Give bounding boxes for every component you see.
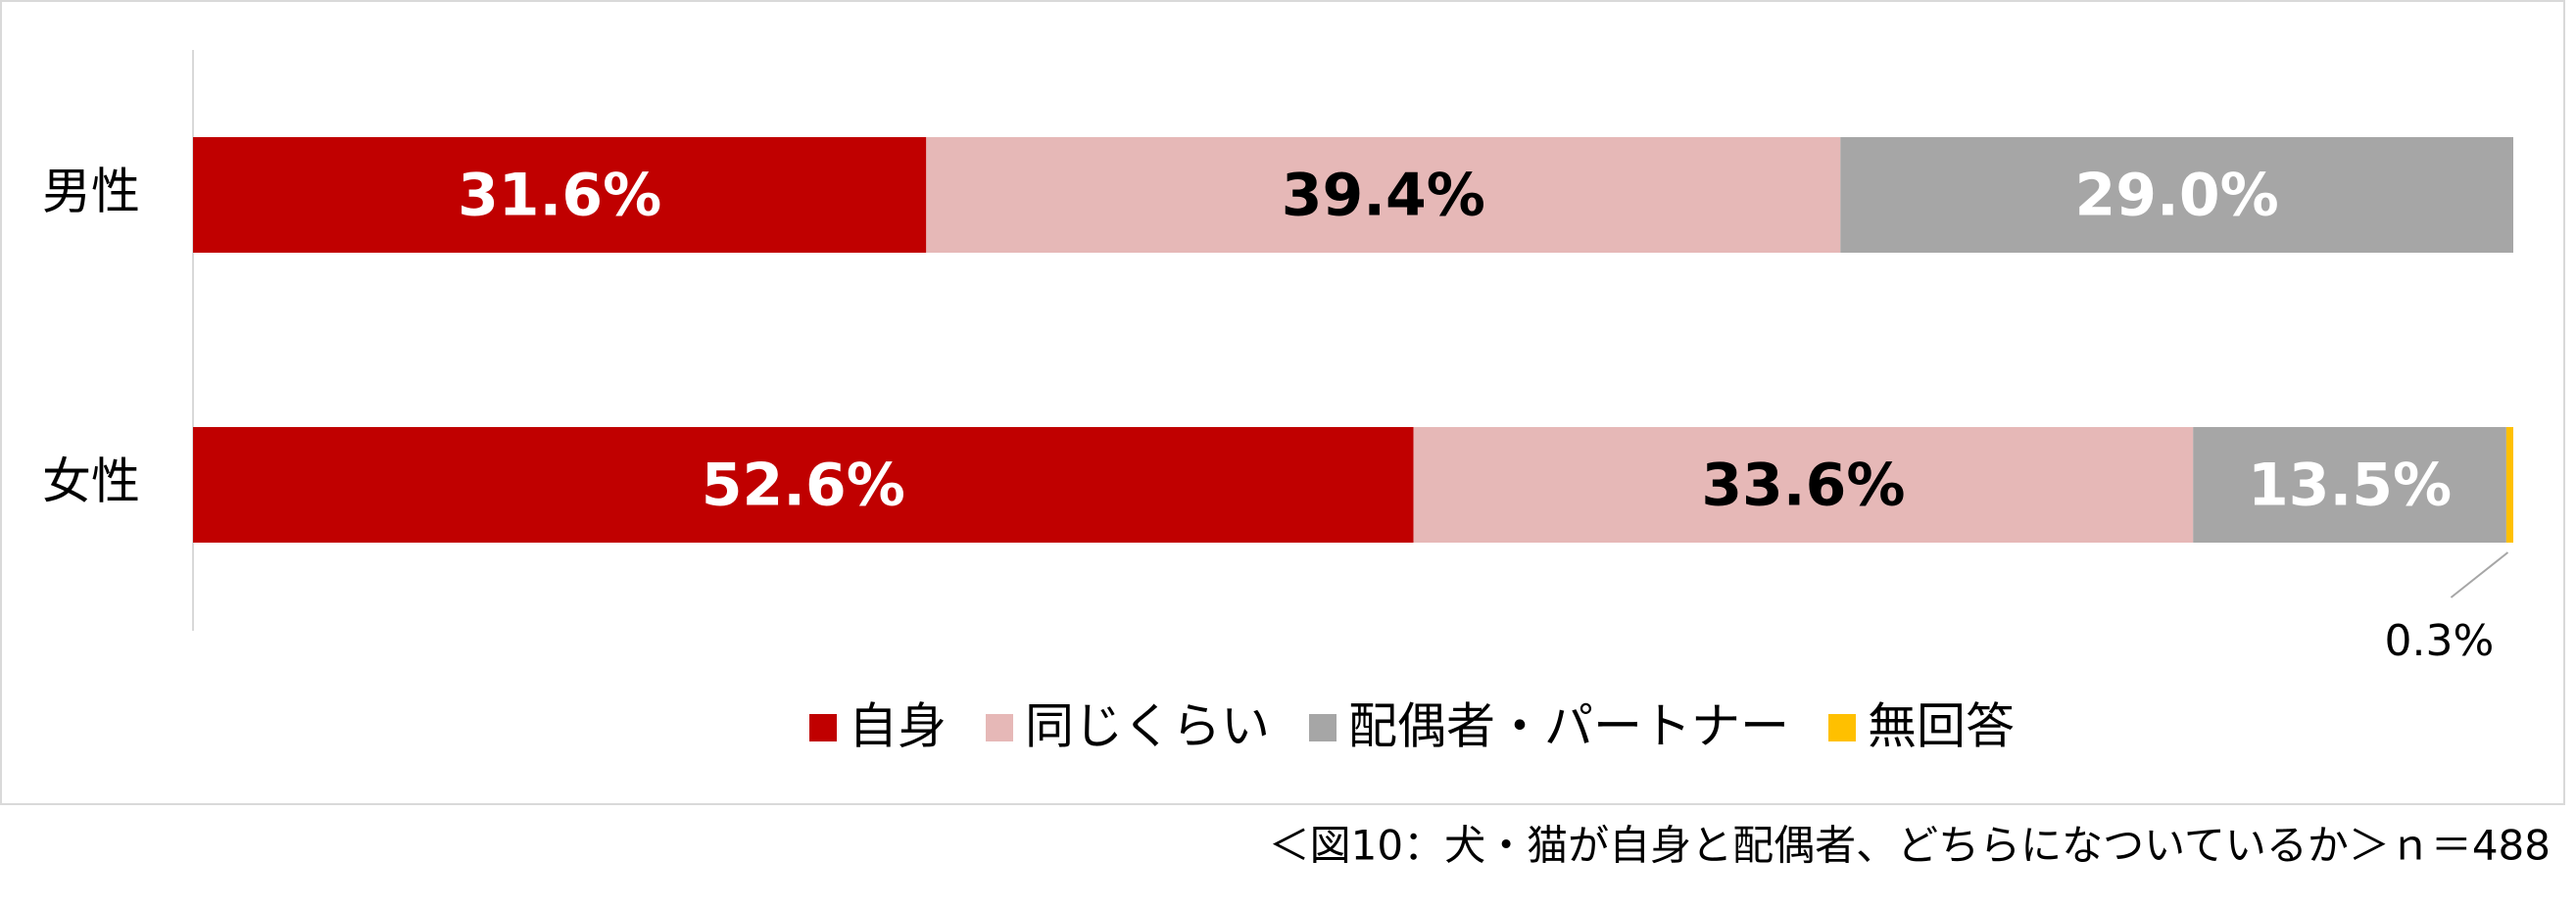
- bar-segment: [193, 137, 927, 253]
- legend-label: 配偶者・パートナー: [1348, 698, 1789, 755]
- value-label: 31.6%: [458, 162, 661, 230]
- legend-label: 無回答: [1868, 698, 2015, 755]
- value-label: 39.4%: [1282, 162, 1485, 230]
- category-label: 男性: [42, 164, 140, 220]
- leader-line: [2450, 551, 2509, 598]
- bar-segment: [926, 137, 1841, 253]
- chart-frame: [0, 0, 2565, 805]
- legend-label: 同じくらい: [1025, 698, 1270, 755]
- bar-segment: [2193, 427, 2506, 543]
- legend-swatch: [1309, 714, 1337, 741]
- value-label: 29.0%: [2075, 162, 2279, 230]
- value-label: 0.3%: [2385, 616, 2495, 666]
- legend-swatch: [986, 714, 1013, 741]
- value-label: 52.6%: [702, 452, 905, 520]
- legend-swatch: [809, 714, 837, 741]
- bar-segment: [2505, 427, 2513, 543]
- value-label: 13.5%: [2248, 452, 2452, 520]
- legend-label: 自身: [849, 698, 947, 755]
- bar-segment: [193, 427, 1414, 543]
- value-label: 33.6%: [1701, 452, 1905, 520]
- bar-segment: [1840, 137, 2513, 253]
- caption: ＜図10：犬・猫が自身と配偶者、どちらになついているか＞ｎ＝488: [1269, 822, 2551, 870]
- bar-segment: [1413, 427, 2194, 543]
- category-label: 女性: [42, 454, 140, 510]
- legend-swatch: [1828, 714, 1856, 741]
